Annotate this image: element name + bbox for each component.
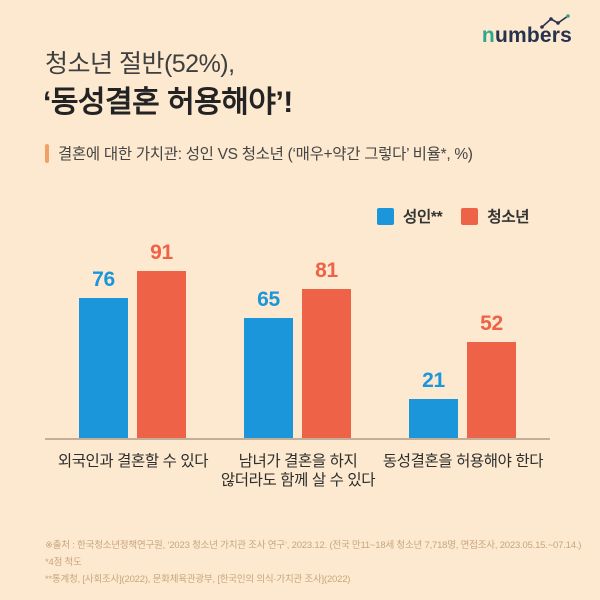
bar-value-label: 65 xyxy=(257,288,280,311)
accent-tick xyxy=(45,143,49,163)
source-note: ※출처 : 한국청소년정책연구원, ‘2023 청소년 가치관 조사 연구’, … xyxy=(45,537,581,588)
legend-label-youth: 청소년 xyxy=(487,209,530,226)
legend-item-adult: 성인** xyxy=(377,205,443,227)
bar-value-label: 21 xyxy=(422,369,445,392)
bar-adult-group2 xyxy=(244,318,293,438)
source-line-2: *4점 척도 xyxy=(45,557,82,568)
category-label-3: 동성결혼을 허용해야 한다 xyxy=(382,453,544,470)
source-line-1: ※출처 : 한국청소년정책연구원, ‘2023 청소년 가치관 조사 연구’, … xyxy=(45,540,582,551)
bar-adult-group3 xyxy=(409,399,458,438)
bar-youth-group1 xyxy=(137,271,186,438)
bar-value-label: 81 xyxy=(315,259,338,282)
logo-first-letter: n xyxy=(481,24,495,47)
source-line-3: **통계청, [사회조사](2022), 문화체육관광부, [한국인의 의식·가… xyxy=(45,574,351,585)
numbers-logo: numbers xyxy=(481,14,572,48)
bar-youth-group2 xyxy=(302,289,351,438)
bar-value-label: 52 xyxy=(480,312,503,335)
sparkline-icon xyxy=(540,14,570,29)
category-label-2: 남녀가 결혼을 하지 않더라도 함께 살 수 있다 xyxy=(220,453,376,489)
bar-value-label: 76 xyxy=(92,268,115,291)
chart-subtitle-row: 결혼에 대한 가치관: 성인 VS 청소년 (‘매우+약간 그렇다’ 비율*, … xyxy=(45,142,473,164)
chart-legend: 성인** 청소년 xyxy=(377,205,530,227)
category-label-1: 외국인과 결혼할 수 있다 xyxy=(57,453,209,470)
legend-label-adult: 성인** xyxy=(403,209,443,226)
legend-item-youth: 청소년 xyxy=(461,205,530,227)
chart-subtitle: 결혼에 대한 가치관: 성인 VS 청소년 (‘매우+약간 그렇다’ 비율*, … xyxy=(58,146,473,163)
x-axis-line xyxy=(45,438,550,440)
legend-swatch-adult xyxy=(377,207,394,225)
legend-swatch-youth xyxy=(461,207,479,225)
headline-line2: ‘동성결혼 허용해야’! xyxy=(43,86,293,119)
bar-adult-group1 xyxy=(79,298,128,438)
logo-rest: umbers xyxy=(494,24,572,47)
headline-line1: 청소년 절반(52%), xyxy=(45,50,235,78)
bar-youth-group3 xyxy=(467,342,516,438)
bar-value-label: 91 xyxy=(150,241,173,264)
